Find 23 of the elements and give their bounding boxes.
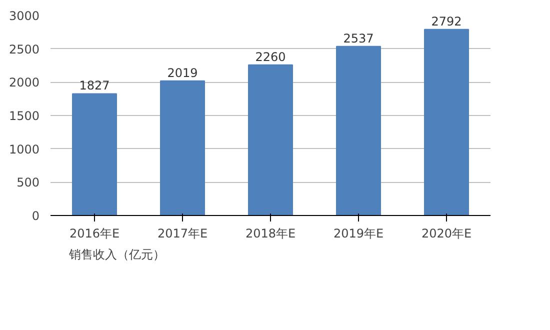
x-tick-label: 2018年E [245, 226, 296, 240]
bar [248, 64, 293, 216]
y-tick-label: 500 [16, 176, 40, 190]
y-tick-label: 3000 [8, 9, 40, 23]
bar [424, 28, 469, 216]
y-tick-label: 0 [32, 209, 40, 223]
data-label: 2019 [167, 66, 198, 80]
x-tick-label: 2016年E [69, 226, 120, 240]
y-tick-label: 1000 [8, 142, 40, 156]
bar [160, 80, 205, 216]
bar [336, 46, 381, 216]
x-tick-label: 2017年E [157, 226, 208, 240]
data-label: 2537 [343, 31, 374, 46]
data-label: 2260 [255, 50, 286, 64]
x-tick-label: 2020年E [421, 226, 472, 240]
bar [72, 93, 117, 216]
x-tick-label: 2019年E [333, 226, 384, 240]
y-tick-label: 2500 [8, 42, 40, 56]
y-tick-label: 1500 [8, 109, 40, 123]
y-tick-label: 2000 [8, 76, 40, 90]
data-label: 2792 [431, 14, 462, 28]
text: 销售收入（亿元） [69, 246, 165, 264]
data-label: 1827 [79, 78, 110, 93]
